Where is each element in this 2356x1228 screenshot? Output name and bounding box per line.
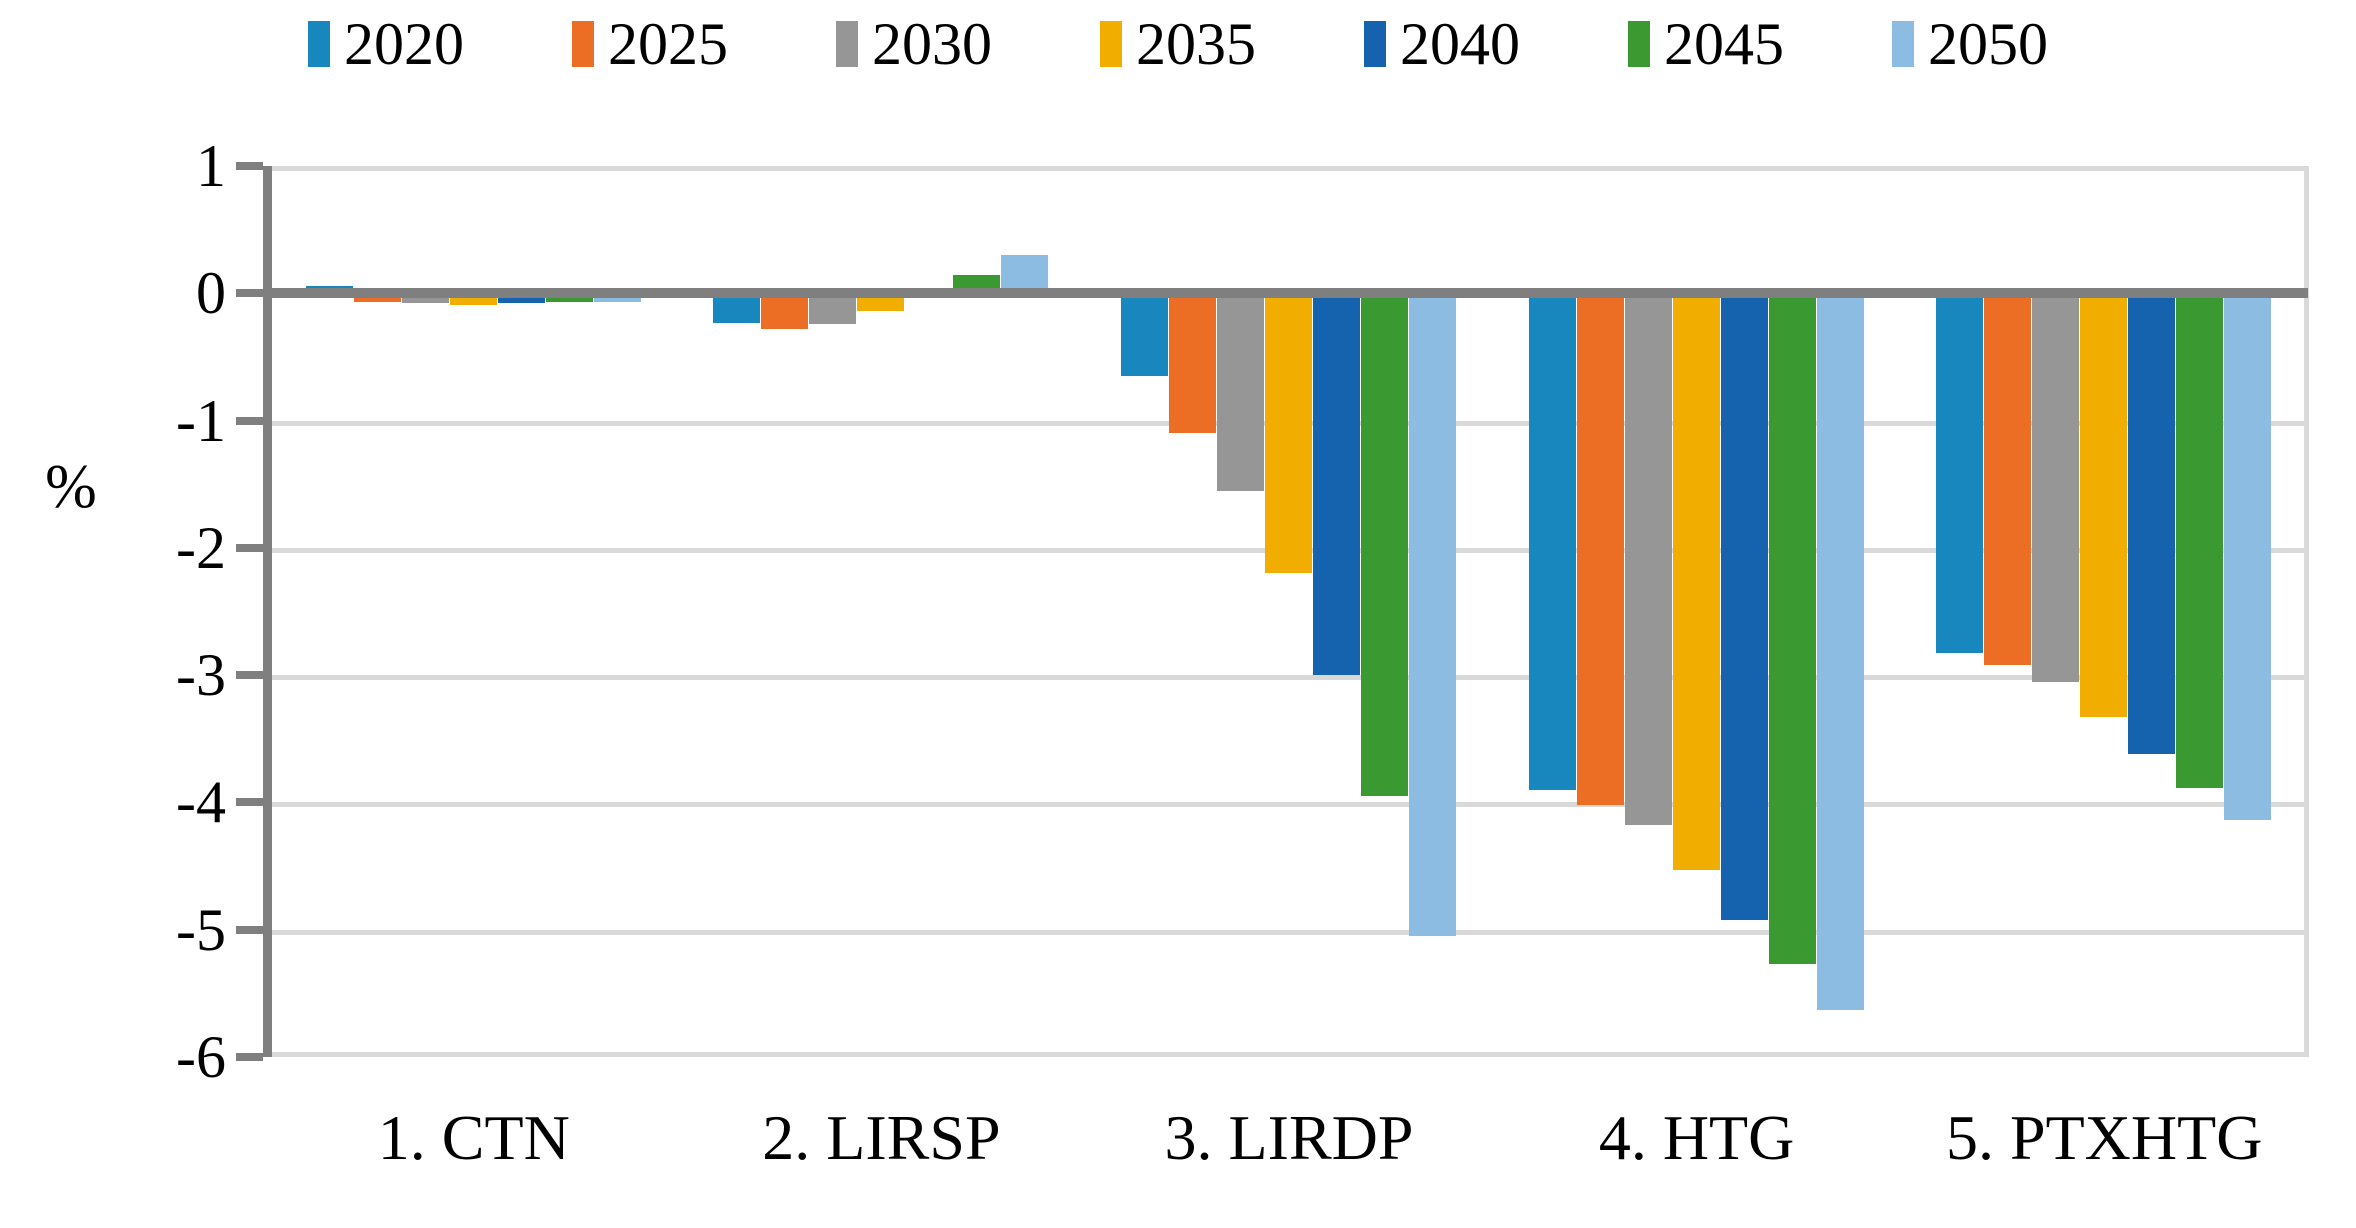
bar-2025-cat2 (761, 293, 809, 329)
x-category-label-1: 1. CTN (377, 1102, 570, 1173)
bar-2045-cat3 (1361, 293, 1408, 797)
bar-2040-cat3 (1313, 293, 1360, 676)
y-tick-label--5: -5 (176, 896, 226, 963)
legend-swatch-2020 (308, 21, 330, 67)
y-axis-label: % (45, 453, 97, 521)
bar-2035-cat1 (449, 293, 497, 305)
bar-2050-cat4 (1816, 293, 1864, 1010)
legend-item-2035: 2035 (1100, 14, 1256, 74)
y-tick-label--4: -4 (176, 769, 226, 836)
legend-label-2025: 2025 (608, 11, 728, 77)
legend-item-2050: 2050 (1892, 14, 2048, 74)
legend-swatch-2025 (572, 21, 594, 67)
y-tick (236, 289, 263, 298)
bar-2020-cat4 (1528, 293, 1576, 790)
gridline (270, 929, 2308, 935)
bar-2020-cat3 (1121, 293, 1168, 377)
y-tick (236, 1053, 263, 1061)
y-tick (236, 798, 263, 807)
y-tick-label--3: -3 (176, 642, 226, 709)
legend-label-2020: 2020 (344, 11, 464, 77)
legend: 2020 2025 2030 2035 2040 2045 2050 (0, 14, 2356, 74)
bar-2025-cat4 (1576, 293, 1624, 805)
x-category-label-5: 5. PTXHTG (1945, 1102, 2263, 1173)
legend-item-2030: 2030 (836, 14, 992, 74)
y-tick (236, 543, 263, 552)
bar-2040-cat4 (1720, 293, 1768, 920)
bar-2040-cat5 (2128, 293, 2176, 755)
legend-label-2035: 2035 (1136, 11, 1256, 77)
y-tick-label-0: 0 (196, 260, 226, 327)
bar-2050-cat2 (1001, 255, 1049, 294)
legend-label-2030: 2030 (872, 11, 992, 77)
y-tick-label-1: 1 (196, 133, 226, 199)
gridline (270, 802, 2308, 808)
x-category-label-2: 2. LIRSP (762, 1102, 1001, 1173)
bar-2050-cat3 (1409, 293, 1456, 937)
bar-2030-cat3 (1217, 293, 1264, 491)
y-tick (236, 671, 263, 680)
gridline (270, 1052, 2308, 1057)
plot-right-border (2304, 166, 2309, 1057)
x-category-label-4: 4. HTG (1598, 1102, 1795, 1173)
legend-swatch-2040 (1364, 21, 1386, 67)
x-category-label-3: 3. LIRDP (1164, 1102, 1414, 1173)
gridline (270, 675, 2308, 681)
y-tick-label--6: -6 (176, 1024, 226, 1090)
bar-2030-cat4 (1624, 293, 1672, 826)
gridline (270, 166, 2308, 171)
legend-swatch-2035 (1100, 21, 1122, 67)
bar-2030-cat5 (2032, 293, 2080, 682)
bar-2035-cat4 (1672, 293, 1720, 870)
bar-2040-cat1 (497, 293, 545, 304)
y-tick (236, 162, 263, 170)
legend-swatch-2030 (836, 21, 858, 67)
bar-2020-cat5 (1936, 293, 1984, 654)
y-tick-label--1: -1 (176, 387, 226, 454)
bar-2025-cat3 (1169, 293, 1216, 434)
bar-2045-cat5 (2176, 293, 2224, 789)
legend-item-2025: 2025 (572, 14, 728, 74)
plot-area (270, 166, 2309, 1057)
bar-2050-cat5 (2224, 293, 2272, 821)
legend-item-2045: 2045 (1628, 14, 1784, 74)
y-tick-label--2: -2 (176, 514, 226, 581)
legend-item-2040: 2040 (1364, 14, 1520, 74)
bar-2030-cat2 (809, 293, 857, 324)
y-tick (236, 925, 263, 934)
legend-label-2040: 2040 (1400, 11, 1520, 77)
y-tick (236, 416, 263, 425)
legend-label-2050: 2050 (1928, 11, 2048, 77)
bar-2035-cat5 (2080, 293, 2128, 718)
bar-2035-cat3 (1265, 293, 1312, 574)
bar-2025-cat5 (1984, 293, 2032, 665)
y-axis-line (263, 166, 272, 1057)
legend-item-2020: 2020 (308, 14, 464, 74)
bar-2030-cat1 (401, 293, 449, 304)
zero-axis-line (270, 288, 2308, 299)
bar-2045-cat4 (1768, 293, 1816, 965)
legend-swatch-2045 (1628, 21, 1650, 67)
legend-swatch-2050 (1892, 21, 1914, 67)
legend-label-2045: 2045 (1664, 11, 1784, 77)
